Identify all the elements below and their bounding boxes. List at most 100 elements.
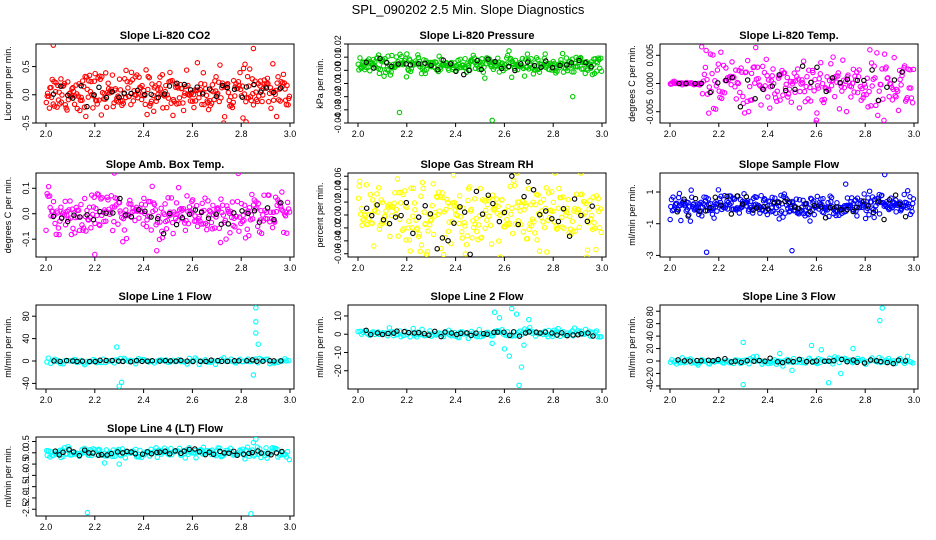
reference-point: [698, 80, 705, 87]
reference-point: [480, 330, 487, 337]
point: [419, 326, 425, 333]
panel-title: Slope Li-820 Temp.: [739, 30, 838, 42]
point: [241, 202, 248, 209]
point: [744, 98, 750, 105]
point: [744, 57, 751, 64]
point: [571, 69, 577, 75]
reference-point: [213, 211, 220, 218]
reference-point: [737, 104, 744, 110]
point: [796, 197, 803, 203]
point: [502, 208, 509, 215]
point: [270, 97, 277, 103]
point: [508, 211, 514, 217]
reference-point: [157, 358, 163, 364]
point: [549, 67, 555, 73]
reference-point: [461, 71, 467, 78]
point: [215, 206, 222, 212]
reference-point: [729, 74, 735, 81]
reference-point: [538, 64, 544, 71]
outlier-point: [818, 347, 825, 353]
outlier-point: [526, 316, 532, 323]
point: [176, 95, 183, 101]
point: [208, 219, 215, 226]
data-points: [43, 44, 293, 123]
point: [448, 240, 454, 247]
reference-point: [270, 89, 277, 96]
reference-point: [485, 56, 491, 62]
reference-point: [70, 95, 76, 101]
point: [279, 189, 285, 195]
point: [173, 101, 180, 107]
point: [707, 51, 714, 57]
point: [788, 99, 795, 105]
point: [284, 82, 290, 89]
reference-point: [258, 450, 264, 456]
point: [170, 230, 176, 237]
point: [876, 88, 882, 94]
point: [805, 67, 812, 73]
point: [909, 99, 916, 106]
outlier-point: [508, 305, 515, 312]
reference-point: [844, 206, 850, 213]
point: [814, 193, 821, 200]
reference-point: [225, 221, 232, 227]
panel-4: Slope Amb. Box Temp. 2.0 2.2 2.4 2.6 2.8 3.0 -0…: [3, 159, 296, 273]
x-tick-label: 2.8: [235, 129, 248, 139]
y-tick-label: 80: [645, 306, 655, 316]
point: [286, 456, 293, 463]
outlier-point: [789, 247, 795, 254]
reference-point: [892, 192, 899, 198]
y-tick-label: 0.00: [333, 62, 343, 80]
reference-point: [571, 196, 578, 202]
reference-point: [707, 89, 713, 96]
point: [550, 208, 556, 214]
point: [768, 205, 775, 211]
point: [154, 86, 161, 93]
outlier-point: [808, 342, 815, 349]
point: [454, 212, 461, 219]
point: [283, 454, 290, 460]
point: [894, 88, 901, 94]
reference-point: [760, 86, 766, 92]
x-tick-label: 2.2: [401, 395, 414, 405]
reference-point: [190, 358, 196, 365]
point: [367, 191, 374, 198]
point: [209, 82, 216, 88]
data-points: [667, 305, 916, 388]
reference-point: [525, 178, 531, 185]
point: [418, 70, 425, 77]
point: [230, 99, 236, 106]
point: [749, 97, 755, 103]
reference-point: [260, 358, 266, 364]
point: [828, 82, 835, 89]
point: [200, 444, 207, 451]
point: [887, 81, 894, 87]
point: [383, 208, 389, 214]
point: [55, 225, 62, 231]
point: [820, 195, 826, 202]
figure-title: SPL_090202 2.5 Min. Slope Diagnostics: [352, 2, 585, 17]
point: [252, 78, 258, 84]
outlier-point: [111, 173, 118, 176]
y-tick-label: 0.000: [645, 72, 655, 95]
outlier-point: [248, 510, 254, 516]
y-axis-label: kPa per min.: [315, 58, 325, 109]
reference-point: [120, 358, 126, 365]
point: [817, 71, 824, 77]
y-tick-label: 0.0: [21, 447, 31, 460]
point: [759, 63, 766, 70]
point: [476, 326, 482, 333]
y-tick-label: 0.02: [333, 193, 343, 211]
reference-point: [184, 358, 190, 364]
point: [164, 217, 171, 224]
point: [495, 238, 502, 244]
y-tick-label: -3: [645, 251, 655, 259]
point: [444, 196, 450, 203]
reference-point: [752, 95, 758, 102]
reference-point: [585, 330, 591, 336]
reference-point: [92, 358, 98, 365]
point: [99, 73, 105, 80]
reference-point: [696, 208, 702, 215]
reference-point: [52, 448, 59, 454]
x-tick-label: 2.6: [186, 263, 199, 273]
